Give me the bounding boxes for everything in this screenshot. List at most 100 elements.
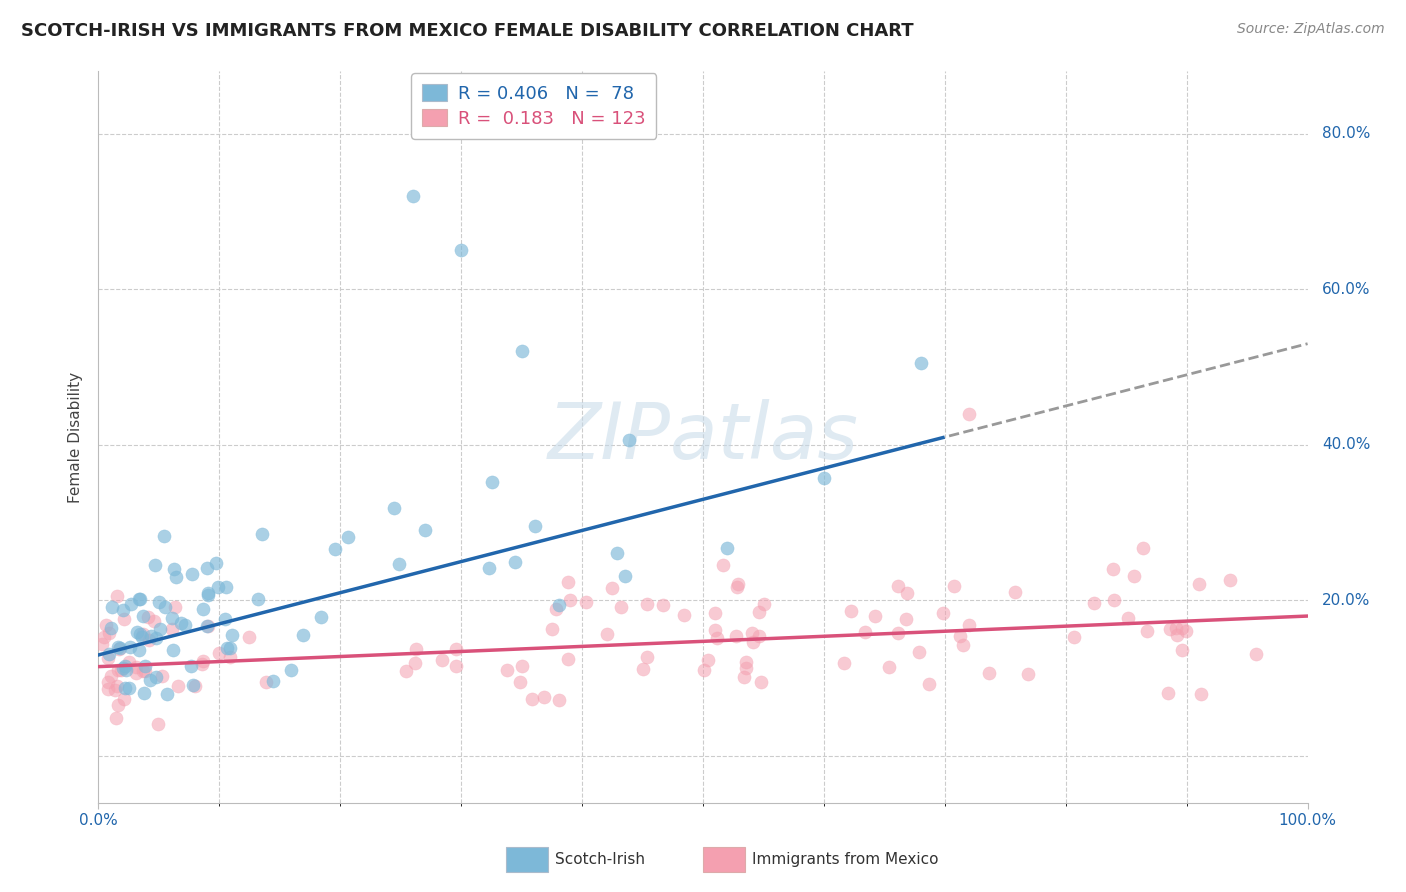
Point — [617, 433, 640, 447]
Text: 80.0%: 80.0% — [1322, 126, 1371, 141]
Point — [610, 600, 633, 615]
Point — [191, 654, 214, 668]
Point — [138, 633, 160, 648]
Point — [651, 598, 673, 612]
Point — [896, 586, 918, 600]
Point — [97, 651, 120, 665]
Text: 60.0%: 60.0% — [1322, 282, 1371, 297]
Point — [181, 678, 204, 692]
Point — [91, 638, 114, 652]
Point — [120, 597, 142, 611]
Point — [1156, 686, 1178, 700]
Point — [195, 619, 218, 633]
Point — [166, 679, 188, 693]
Point — [114, 681, 136, 695]
Point — [711, 558, 734, 572]
Point — [910, 356, 932, 370]
Point — [704, 623, 727, 637]
Point — [977, 666, 1000, 681]
Point — [112, 692, 135, 706]
Point — [908, 645, 931, 659]
Point — [1188, 577, 1211, 591]
Point — [478, 561, 501, 575]
Point — [1063, 631, 1085, 645]
Point — [834, 656, 856, 670]
Point — [1083, 596, 1105, 610]
Point — [214, 611, 236, 625]
Point — [748, 605, 770, 619]
Point — [108, 641, 131, 656]
Point — [97, 625, 120, 640]
Point — [110, 663, 132, 677]
Point — [132, 609, 155, 624]
Point — [673, 607, 696, 622]
Point — [195, 561, 218, 575]
Point — [606, 546, 628, 560]
Point — [1219, 573, 1241, 587]
Point — [180, 658, 202, 673]
Point — [115, 663, 138, 677]
Point — [292, 628, 315, 642]
Point — [444, 642, 467, 657]
Point — [174, 618, 197, 632]
Point — [336, 530, 359, 544]
Point — [613, 569, 636, 583]
Point — [1175, 624, 1198, 639]
Text: 40.0%: 40.0% — [1322, 437, 1371, 452]
Point — [839, 604, 862, 618]
Point — [150, 669, 173, 683]
Point — [510, 344, 533, 359]
Point — [145, 558, 167, 572]
Point — [214, 580, 236, 594]
Point — [145, 631, 167, 645]
Point — [957, 618, 980, 632]
Point — [155, 687, 177, 701]
Point — [952, 638, 974, 652]
Point — [118, 640, 141, 654]
Text: Immigrants from Mexico: Immigrants from Mexico — [752, 853, 939, 867]
Point — [148, 595, 170, 609]
Point — [96, 682, 118, 697]
Point — [107, 698, 129, 712]
Point — [153, 600, 176, 615]
Point — [533, 690, 555, 705]
Point — [163, 562, 186, 576]
Point — [446, 658, 468, 673]
Point — [118, 655, 141, 669]
Point — [254, 675, 277, 690]
Point — [125, 660, 148, 674]
Point — [877, 659, 900, 673]
Point — [107, 664, 129, 678]
Point — [544, 602, 567, 616]
Point — [250, 527, 273, 541]
Point — [697, 653, 720, 667]
Point — [496, 663, 519, 677]
Point — [125, 625, 148, 640]
Point — [128, 642, 150, 657]
Point — [118, 681, 141, 695]
Point — [105, 711, 128, 725]
Point — [246, 591, 269, 606]
Point — [918, 677, 941, 691]
Point — [1004, 585, 1026, 599]
Point — [748, 629, 770, 643]
Point — [853, 625, 876, 640]
Point — [741, 626, 763, 640]
Point — [547, 599, 569, 613]
Point — [128, 592, 150, 607]
Point — [149, 622, 172, 636]
Point — [1164, 621, 1187, 635]
Text: Scotch-Irish: Scotch-Irish — [555, 853, 645, 867]
Point — [574, 595, 596, 609]
Point — [481, 475, 503, 490]
Point — [138, 673, 160, 687]
Point — [636, 650, 658, 665]
Point — [733, 670, 755, 684]
Point — [1123, 569, 1146, 583]
Point — [93, 630, 115, 644]
Point — [205, 556, 228, 570]
Point — [280, 663, 302, 677]
Point — [128, 591, 150, 606]
Point — [162, 643, 184, 657]
Point — [1159, 623, 1181, 637]
